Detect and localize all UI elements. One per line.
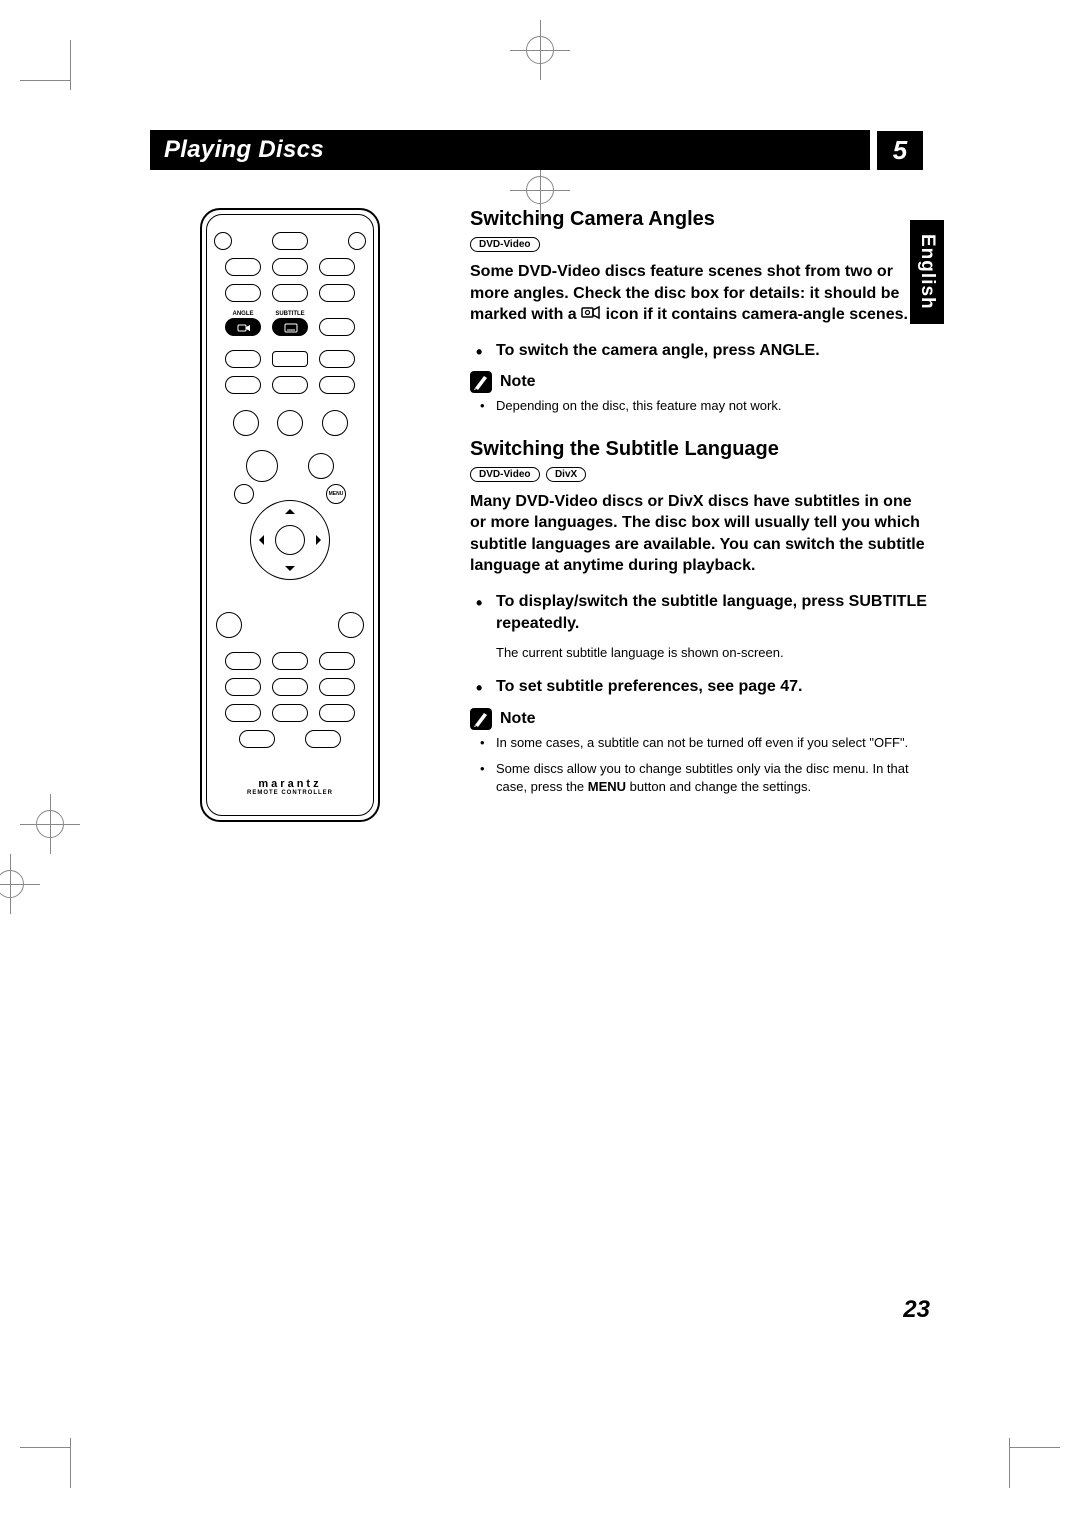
section2-bullet2: To set subtitle preferences, see page 47… — [470, 676, 930, 698]
angle-button — [225, 318, 261, 336]
section2-title: Switching the Subtitle Language — [470, 438, 930, 461]
chapter-header: Playing Discs 5 — [150, 130, 930, 170]
chapter-title: Playing Discs — [150, 130, 870, 170]
remote-button — [225, 284, 261, 302]
remote-button — [225, 258, 261, 276]
remote-button — [239, 730, 275, 748]
remote-button — [277, 410, 303, 436]
registration-mark-top — [510, 20, 570, 80]
angle-label: ANGLE — [233, 311, 254, 317]
note-label: Note — [500, 710, 536, 728]
page-number: 23 — [903, 1296, 930, 1324]
brand-label: marantz — [214, 778, 366, 790]
section2-note2: Some discs allow you to change subtitles… — [470, 760, 930, 796]
menu-button: MENU — [326, 484, 346, 504]
remote-button — [319, 704, 355, 722]
remote-button — [319, 284, 355, 302]
remote-button — [322, 410, 348, 436]
brand-sub-label: REMOTE CONTROLLER — [214, 790, 366, 796]
section2-note2-c: button and change the settings. — [626, 779, 811, 794]
note-icon — [470, 708, 492, 730]
remote-button — [319, 652, 355, 670]
remote-button — [216, 612, 242, 638]
remote-button — [305, 730, 341, 748]
remote-button — [308, 453, 334, 479]
section2-note1: In some cases, a subtitle can not be tur… — [470, 734, 930, 752]
remote-button — [214, 232, 232, 250]
remote-illustration: ANGLE SUBTITLE — [200, 208, 380, 822]
chapter-number: 5 — [877, 131, 923, 170]
crop-mark-bl — [20, 1418, 90, 1488]
section2-intro: Many DVD-Video discs or DivX discs have … — [470, 491, 930, 577]
remote-button — [319, 258, 355, 276]
remote-button — [225, 678, 261, 696]
remote-button — [272, 351, 308, 367]
remote-button — [272, 232, 308, 250]
remote-button — [225, 704, 261, 722]
page-content: Playing Discs 5 English — [150, 130, 930, 822]
remote-button — [233, 410, 259, 436]
badge-dvd-video: DVD-Video — [470, 467, 540, 482]
subtitle-label: SUBTITLE — [275, 311, 304, 317]
subtitle-button — [272, 318, 308, 336]
remote-button — [272, 678, 308, 696]
remote-button — [272, 652, 308, 670]
remote-button — [272, 704, 308, 722]
crop-mark-br — [990, 1418, 1060, 1488]
remote-button — [246, 450, 278, 482]
badge-divx: DivX — [546, 467, 586, 482]
remote-button — [272, 284, 308, 302]
section1-note1: Depending on the disc, this feature may … — [470, 397, 930, 415]
section1-title: Switching Camera Angles — [470, 208, 930, 231]
registration-mark-right — [0, 854, 40, 914]
note-icon — [470, 371, 492, 393]
section2-note2-b: MENU — [588, 779, 626, 794]
remote-button — [225, 350, 261, 368]
badge-dvd-video: DVD-Video — [470, 237, 540, 252]
section2-bullet1: To display/switch the subtitle language,… — [470, 591, 930, 634]
remote-button — [338, 612, 364, 638]
remote-button — [348, 232, 366, 250]
remote-button — [319, 376, 355, 394]
section1-bullet1: To switch the camera angle, press ANGLE. — [470, 340, 930, 362]
remote-button — [319, 318, 355, 336]
remote-button — [319, 350, 355, 368]
section1-intro: Some DVD-Video discs feature scenes shot… — [470, 261, 930, 326]
note-label: Note — [500, 373, 536, 391]
language-tab: English — [910, 220, 944, 324]
remote-button — [272, 258, 308, 276]
camera-angle-icon — [581, 305, 601, 321]
section2-bullet1-sub: The current subtitle language is shown o… — [496, 644, 930, 662]
crop-mark-tl — [20, 40, 90, 110]
dpad: MENU — [240, 490, 340, 590]
remote-button — [225, 652, 261, 670]
remote-button — [234, 484, 254, 504]
remote-button — [319, 678, 355, 696]
section1-intro-b: icon if it contains camera-angle scenes. — [606, 306, 908, 323]
remote-button — [272, 376, 308, 394]
registration-mark-left — [20, 794, 80, 854]
remote-button — [225, 376, 261, 394]
